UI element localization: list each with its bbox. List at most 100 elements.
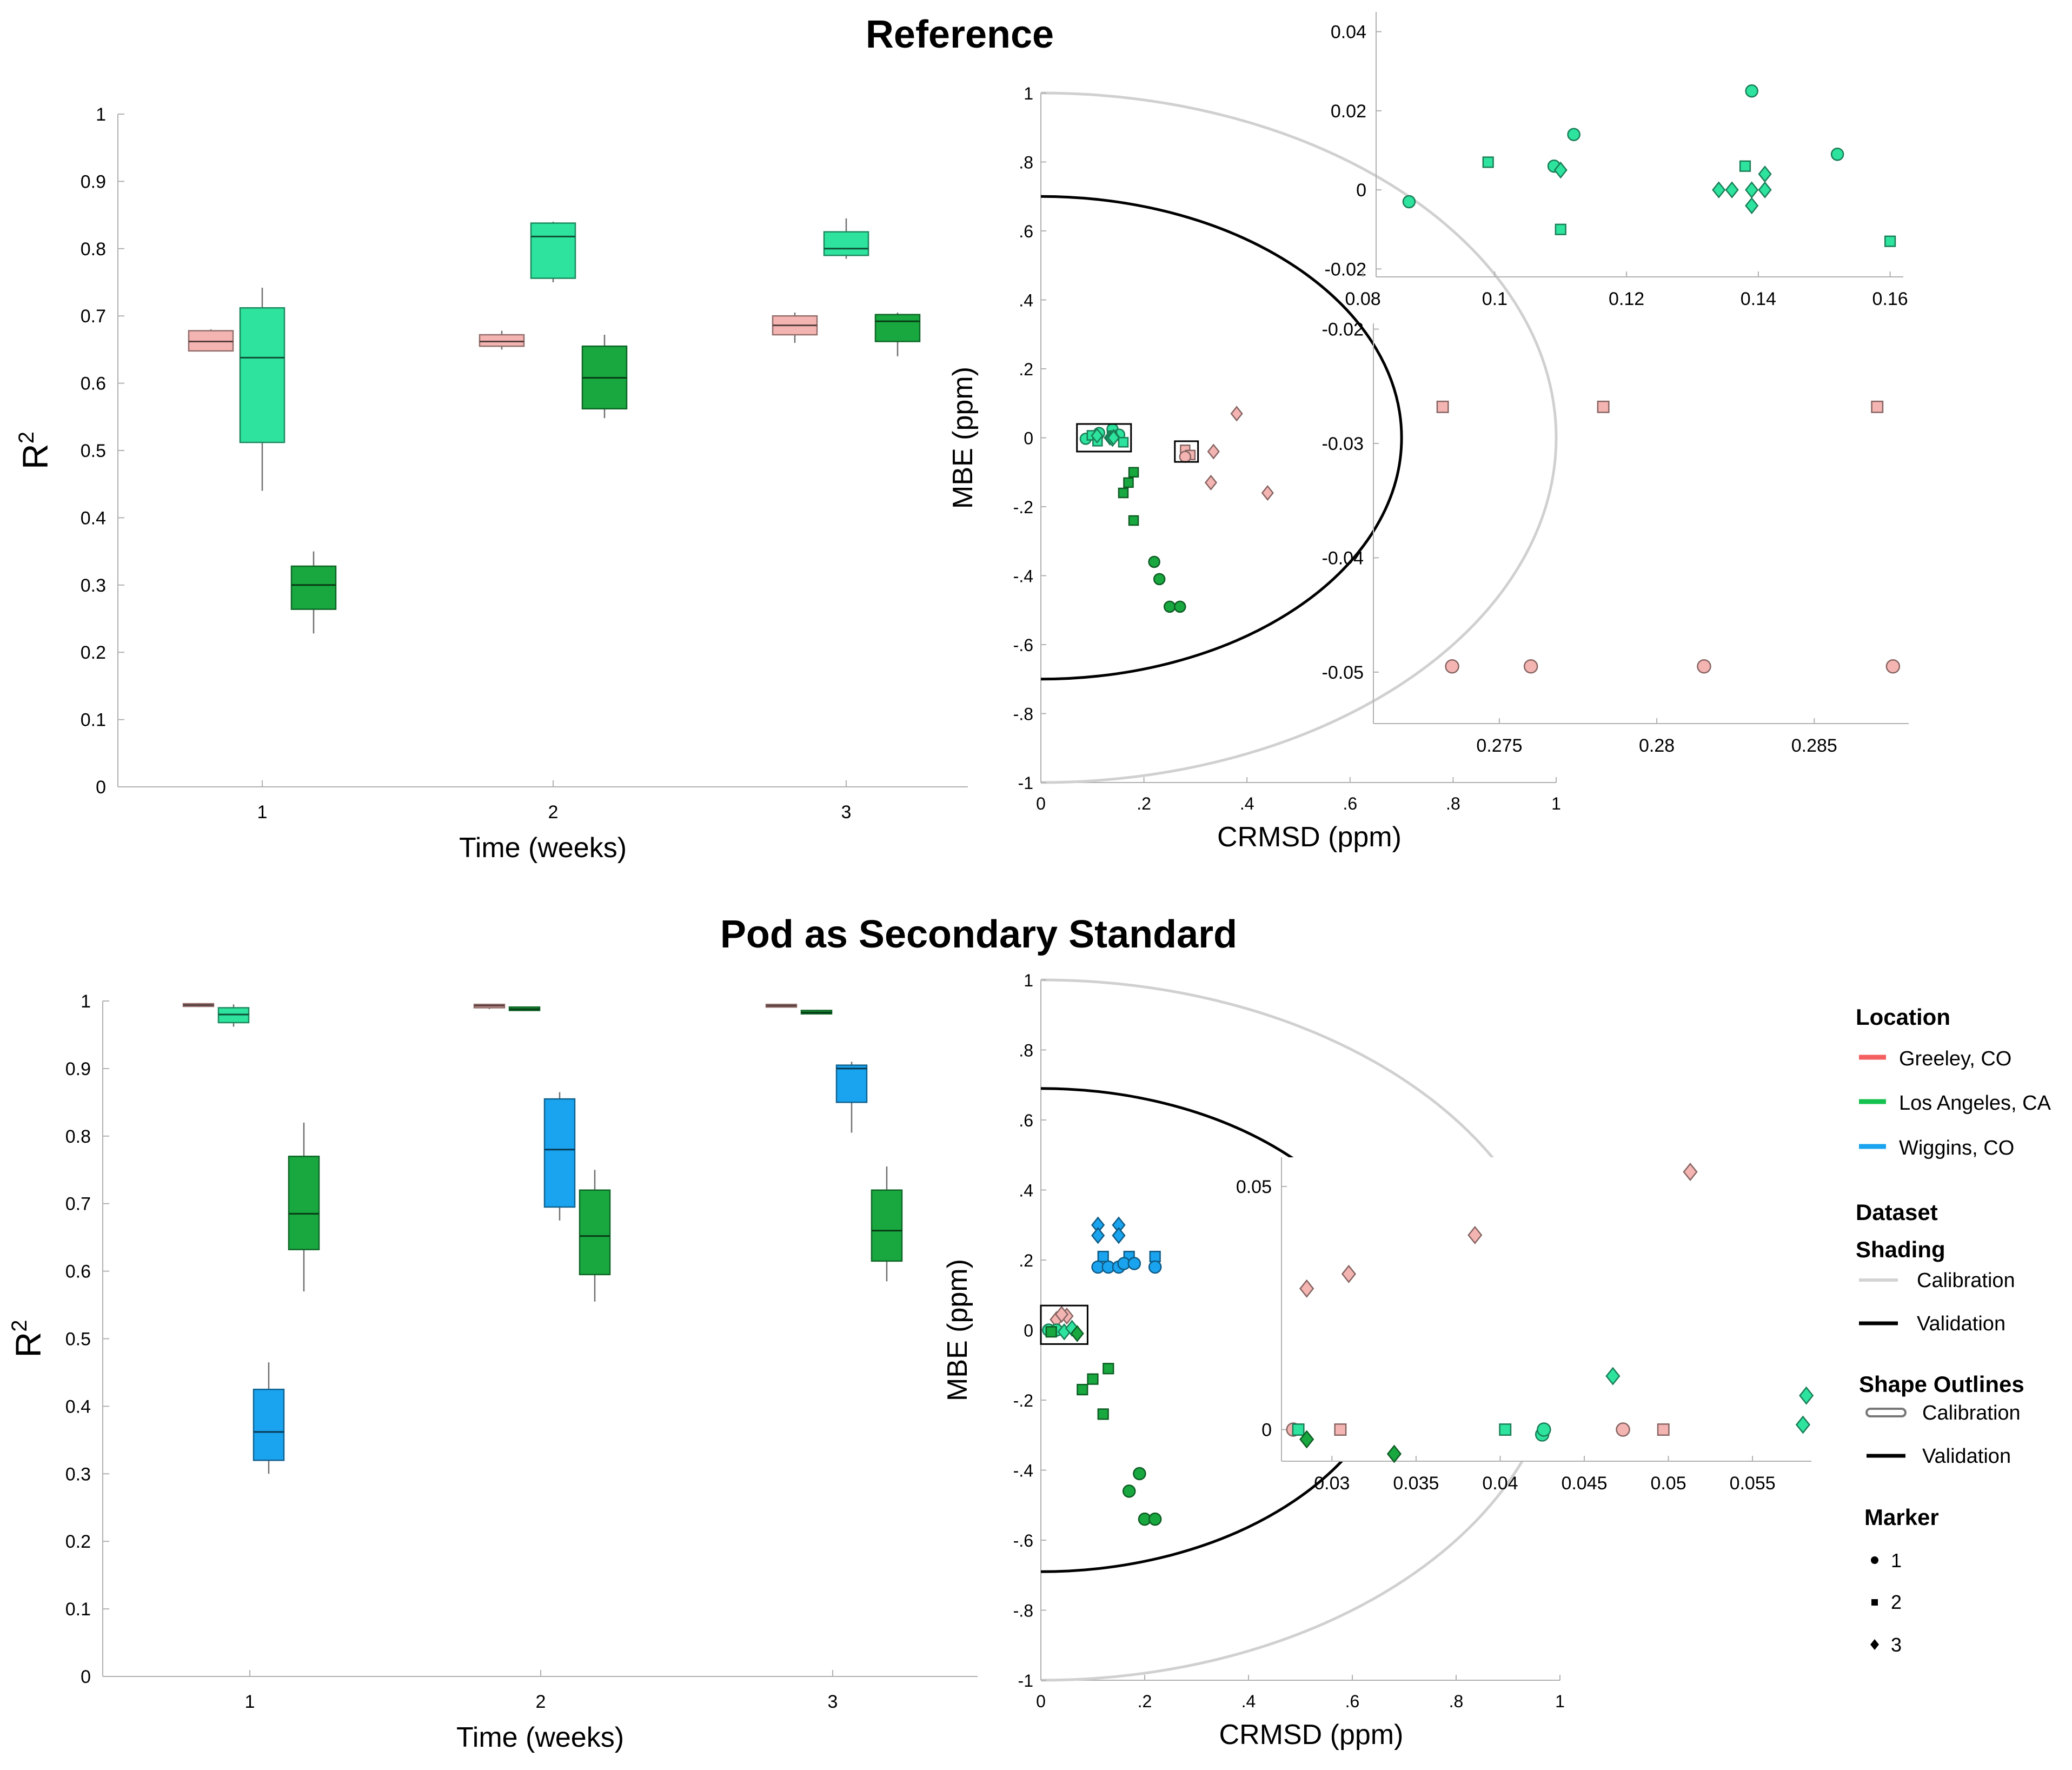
- y-tick-label: .8: [1019, 153, 1033, 173]
- x-tick-label: 0.05: [1650, 1473, 1686, 1494]
- point-la_val-square: [1118, 487, 1129, 499]
- box-la_cal-week1: [217, 1004, 250, 1027]
- point-greeley-circle: [1697, 659, 1711, 674]
- box-la_val-week2: [508, 1006, 541, 1011]
- point-wiggins-diamond: [1112, 1227, 1126, 1244]
- legend-swatch-calibration-outline: [1865, 1408, 1907, 1417]
- legend-outline-validation: Validation: [1922, 1445, 2011, 1468]
- point-la_cal-diamond: [1605, 1367, 1621, 1385]
- point-wiggins-square: [1097, 1250, 1109, 1263]
- x-tick-label: .2: [1138, 1692, 1152, 1711]
- x-tick-label: 0.03: [1314, 1473, 1350, 1494]
- box-greeley-week2: [479, 330, 525, 350]
- point-la_cal-diamond: [1553, 161, 1568, 179]
- box-body: [239, 307, 285, 443]
- point-la_val-square: [1087, 1373, 1099, 1385]
- y-axis-label: R2: [15, 432, 55, 469]
- point-la_cal-square: [1118, 437, 1129, 448]
- y-tick-label: 0.2: [81, 642, 106, 663]
- y-axis-label: MBE (ppm): [942, 1259, 973, 1401]
- point-greeley-circle: [1885, 659, 1901, 674]
- point-la_cal-diamond: [1745, 181, 1759, 198]
- x-axis-label: Time (weeks): [459, 832, 627, 864]
- x-tick-label: 3: [828, 1692, 838, 1712]
- x-tick-label: 1: [245, 1692, 255, 1712]
- y-tick-label: -0.02: [1322, 320, 1364, 340]
- y-tick-label: 0: [96, 777, 106, 798]
- x-tick-label: 0.04: [1482, 1473, 1518, 1494]
- point-la_cal-square: [1739, 160, 1751, 172]
- x-axis-label: CRMSD (ppm): [1217, 821, 1402, 853]
- point-la_val-square: [1097, 1408, 1109, 1420]
- box-body: [253, 1388, 285, 1461]
- box-body: [288, 1156, 320, 1250]
- point-greeley-diamond: [1467, 1225, 1483, 1244]
- y-axis-label-superscript: 2: [15, 432, 38, 443]
- y-tick-label: 0.9: [81, 171, 106, 192]
- box-body: [835, 1064, 868, 1103]
- y-axis-label-superscript: 2: [8, 1320, 31, 1332]
- point-greeley-circle: [1616, 1422, 1630, 1437]
- reference-r2-boxplot: 0 0.1 0.2 0.3 0.4 0.5 0.6 0.7 0.8 0.9 1 1 2 3 Time (we…: [15, 104, 968, 864]
- point-la_cal-diamond: [1758, 181, 1772, 198]
- y-tick-label: 0: [1024, 429, 1033, 448]
- y-tick-label: -.6: [1013, 1531, 1033, 1550]
- box-wiggins-week2: [543, 1092, 576, 1221]
- x-tick-label: .6: [1345, 1692, 1360, 1711]
- point-wiggins-square: [1149, 1250, 1161, 1263]
- box-la_cal-week1: [239, 287, 285, 491]
- point-greeley-square: [1871, 400, 1884, 413]
- box-body: [530, 222, 576, 279]
- point-la_val-circle: [1122, 1484, 1136, 1498]
- x-tick-label: 0.16: [1872, 289, 1908, 309]
- point-la_cal-diamond: [1745, 197, 1759, 215]
- x-tick-label: 2: [548, 802, 559, 823]
- box-la_val-week2: [579, 1170, 611, 1302]
- point-greeley-diamond: [1230, 406, 1243, 422]
- point-greeley-diamond: [1261, 485, 1274, 501]
- legend-marker-title: Marker: [1864, 1504, 1939, 1530]
- x-tick-label: 0.28: [1639, 735, 1675, 756]
- legend: Location Greeley, CO Los Angeles, CA Wig…: [1856, 1004, 2051, 1656]
- legend-marker-1: 1: [1891, 1549, 1902, 1572]
- point-la_val-circle: [1164, 600, 1176, 613]
- point-la_cal-square: [1292, 1423, 1305, 1436]
- validation-circle: [1040, 195, 1403, 681]
- y-tick-label: 0.8: [65, 1126, 91, 1147]
- y-tick-label: -1: [1018, 1671, 1033, 1691]
- point-la_cal-circle: [1830, 148, 1844, 161]
- y-tick-label: 0.9: [65, 1059, 91, 1079]
- legend-marker-circle-icon: [1871, 1556, 1878, 1564]
- box-la_val-week1: [288, 1122, 320, 1292]
- point-la_val-diamond: [1299, 1430, 1314, 1449]
- box-body: [871, 1189, 903, 1262]
- point-la_val-circle: [1148, 1512, 1162, 1526]
- x-tick-label: .8: [1446, 794, 1460, 813]
- x-tick-label: .4: [1240, 794, 1254, 813]
- point-greeley-circle: [1445, 659, 1459, 674]
- box-greeley-week3: [765, 1003, 798, 1008]
- pod-inset: 0 0.05 0.03 0.035 0.04 0.045 0.05 0.055: [1236, 1157, 1814, 1494]
- y-tick-label: 0.02: [1331, 101, 1366, 122]
- x-tick-label: 0.055: [1730, 1473, 1776, 1494]
- point-greeley-square: [1334, 1423, 1347, 1436]
- point-la_val-circle: [1133, 1467, 1146, 1481]
- y-tick-label: .6: [1019, 1111, 1033, 1130]
- box-wiggins-week3: [835, 1062, 868, 1133]
- y-tick-label: 1: [1024, 84, 1033, 103]
- title-reference: Reference: [866, 13, 1054, 56]
- y-tick-label: 0.05: [1236, 1177, 1272, 1197]
- zoom-box: [1174, 440, 1199, 463]
- reference-inset-bottom: -0.05 -0.04 -0.03 -0.02 0.275 0.28 0.285: [1322, 320, 1909, 756]
- point-la_cal-diamond: [1107, 429, 1120, 446]
- box-wiggins-week1: [253, 1362, 285, 1474]
- point-greeley-square: [1657, 1423, 1670, 1436]
- x-tick-label: 1: [1555, 1692, 1565, 1711]
- y-tick-label: 0.5: [65, 1329, 91, 1350]
- legend-location-los-angeles: Los Angeles, CA: [1899, 1092, 2051, 1115]
- x-tick-label: 0: [1036, 794, 1046, 813]
- legend-location-greeley: Greeley, CO: [1899, 1048, 2011, 1070]
- point-greeley-diamond: [1299, 1279, 1314, 1298]
- point-la_cal-square: [1482, 156, 1494, 168]
- y-tick-label: -.2: [1013, 498, 1033, 517]
